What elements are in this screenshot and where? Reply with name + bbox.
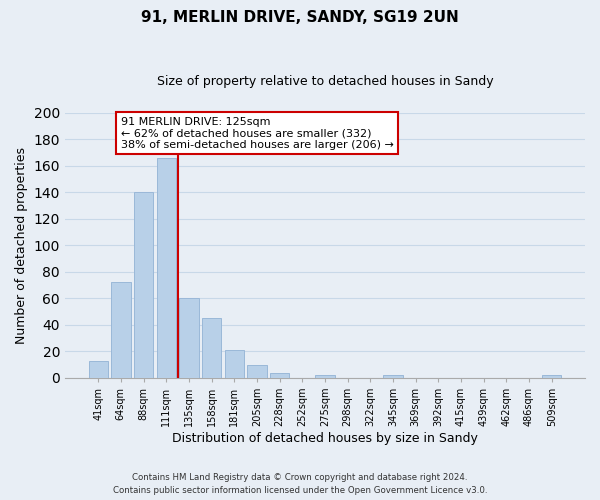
Text: 91, MERLIN DRIVE, SANDY, SG19 2UN: 91, MERLIN DRIVE, SANDY, SG19 2UN: [141, 10, 459, 25]
Bar: [111, 282, 131, 378]
Bar: [157, 158, 176, 378]
Bar: [224, 350, 244, 378]
Bar: [134, 192, 153, 378]
Y-axis label: Number of detached properties: Number of detached properties: [15, 147, 28, 344]
Bar: [316, 376, 335, 378]
Title: Size of property relative to detached houses in Sandy: Size of property relative to detached ho…: [157, 75, 493, 88]
Bar: [89, 360, 108, 378]
Bar: [270, 372, 289, 378]
Bar: [383, 376, 403, 378]
Bar: [542, 376, 562, 378]
Bar: [202, 318, 221, 378]
Text: 91 MERLIN DRIVE: 125sqm
← 62% of detached houses are smaller (332)
38% of semi-d: 91 MERLIN DRIVE: 125sqm ← 62% of detache…: [121, 117, 394, 150]
Text: Contains HM Land Registry data © Crown copyright and database right 2024.
Contai: Contains HM Land Registry data © Crown c…: [113, 474, 487, 495]
X-axis label: Distribution of detached houses by size in Sandy: Distribution of detached houses by size …: [172, 432, 478, 445]
Bar: [247, 364, 266, 378]
Bar: [179, 298, 199, 378]
